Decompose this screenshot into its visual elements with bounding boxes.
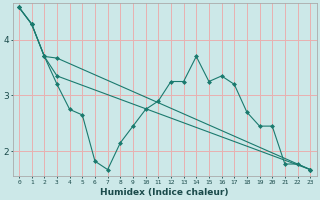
X-axis label: Humidex (Indice chaleur): Humidex (Indice chaleur)	[100, 188, 229, 197]
